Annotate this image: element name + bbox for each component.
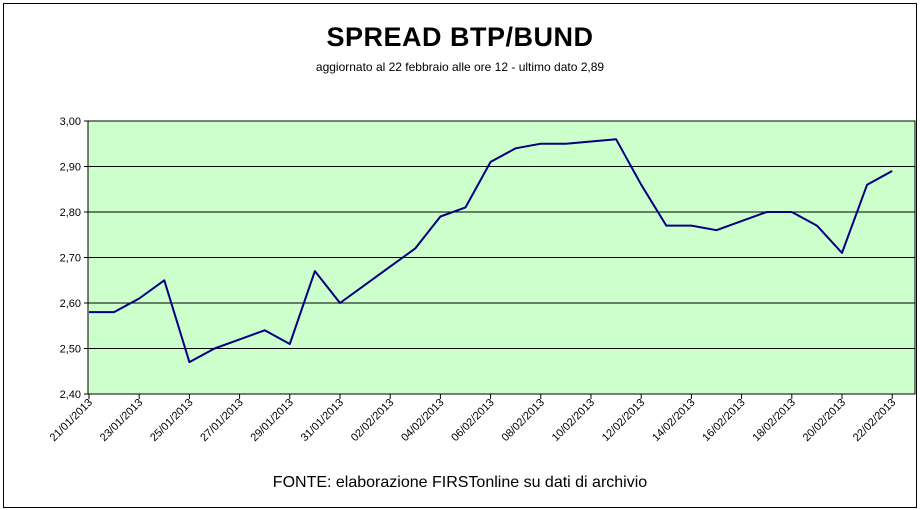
y-axis-ticks: 2,40 2,50 2,60 2,70 2,80 2,90 3,00: [60, 116, 88, 401]
x-tick-label: 12/02/2013: [600, 397, 647, 444]
x-tick-label: 16/02/2013: [700, 397, 747, 444]
y-tick-label: 2,80: [60, 207, 81, 219]
x-tick-label: 10/02/2013: [550, 397, 597, 444]
x-tick-label: 06/02/2013: [449, 397, 496, 444]
x-axis-label: FONTE: elaborazione FIRSTonline su dati …: [272, 474, 648, 491]
x-tick-label: 31/01/2013: [299, 397, 346, 444]
chart-title: SPREAD BTP/BUND: [326, 22, 594, 52]
series-line-spread: [89, 138, 893, 364]
x-tick-label: 02/02/2013: [349, 397, 396, 444]
x-tick-label: 04/02/2013: [399, 397, 446, 444]
x-tick-label: 27/01/2013: [198, 397, 245, 444]
y-tick-label: 2,60: [60, 298, 81, 310]
x-tick-label: 25/01/2013: [148, 397, 195, 444]
y-tick-label: 2,70: [60, 253, 81, 265]
x-tick-label: 20/02/2013: [801, 397, 848, 444]
x-tick-label: 18/02/2013: [751, 397, 798, 444]
x-tick-label: 08/02/2013: [500, 397, 547, 444]
x-tick-label: 21/01/2013: [48, 397, 95, 444]
y-tick-label: 3,00: [60, 116, 81, 128]
y-tick-label: 2,50: [60, 344, 81, 356]
y-tick-label: 2,40: [60, 389, 81, 401]
x-tick-label: 14/02/2013: [650, 397, 697, 444]
x-axis-ticks: 21/01/2013 23/01/2013 25/01/2013 27/01/2013…: [48, 394, 898, 444]
x-tick-label: 22/02/2013: [851, 397, 898, 444]
y-tick-label: 2,90: [60, 162, 81, 174]
chart-subtitle: aggiornato al 22 febbraio alle ore 12 - …: [315, 60, 605, 74]
x-tick-label: 23/01/2013: [98, 397, 145, 444]
x-tick-label: 29/01/2013: [249, 397, 296, 444]
